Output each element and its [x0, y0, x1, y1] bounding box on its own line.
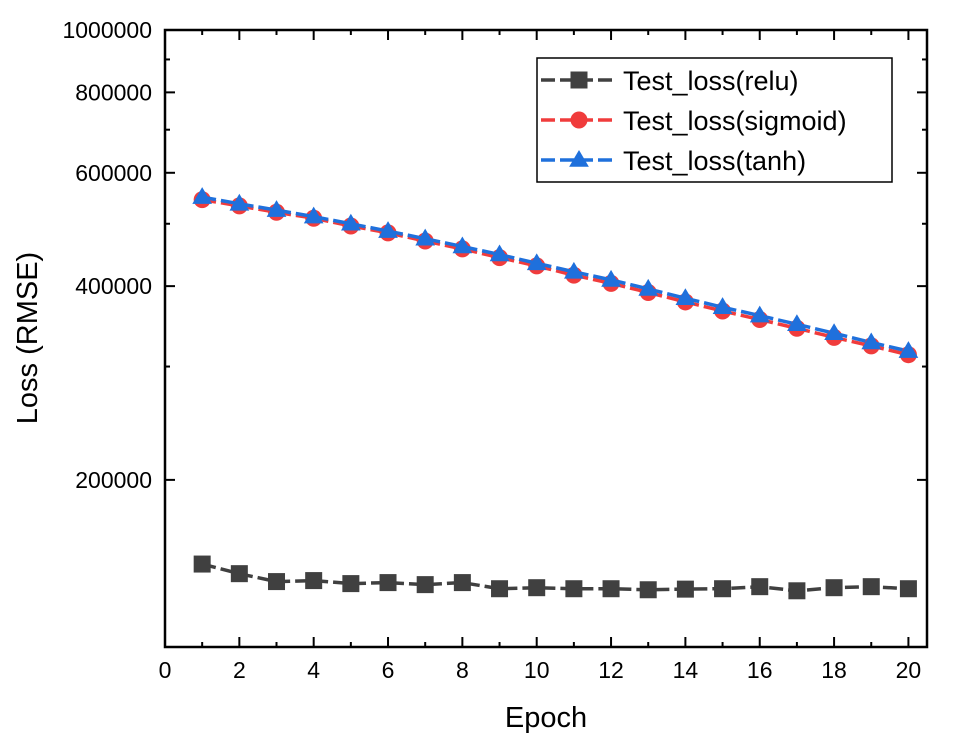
x-tick-label: 8 — [456, 657, 469, 683]
data-point — [378, 221, 398, 238]
x-tick-label: 18 — [821, 657, 847, 683]
data-point — [342, 575, 360, 593]
legend-marker — [570, 111, 588, 129]
y-tick-label: 200000 — [75, 467, 152, 493]
legend-label: Test_loss(tanh) — [623, 146, 806, 176]
legend-item-2: Test_loss(sigmoid) — [541, 106, 847, 136]
y-tick-label: 1000000 — [62, 17, 152, 43]
data-point — [192, 187, 213, 204]
data-point — [861, 332, 882, 350]
data-point — [453, 574, 471, 592]
x-tick-label: 10 — [524, 657, 550, 683]
data-point — [266, 200, 287, 217]
x-tick-label: 20 — [896, 657, 922, 683]
data-point — [675, 288, 696, 306]
data-point — [340, 213, 361, 231]
x-tick-label: 14 — [673, 657, 699, 683]
data-point — [788, 582, 806, 600]
data-point — [751, 578, 769, 596]
data-point — [305, 572, 323, 590]
data-point — [193, 555, 211, 573]
data-point — [564, 261, 584, 279]
legend: Test_loss(relu) Test_loss(sigmoid) Test_lo… — [536, 57, 893, 183]
data-point — [824, 323, 844, 340]
series-3 — [192, 187, 919, 358]
data-point — [452, 236, 473, 254]
legend-item-1: Test_loss(relu) — [541, 66, 799, 96]
data-point — [229, 193, 250, 211]
data-point — [230, 565, 248, 583]
data-point — [899, 580, 917, 598]
y-axis-title: Loss (RMSE) — [12, 252, 44, 424]
x-tick-label: 6 — [382, 657, 395, 683]
data-point — [416, 576, 434, 594]
data-point — [714, 580, 732, 598]
data-point — [787, 314, 807, 332]
data-point — [601, 269, 621, 287]
data-point — [526, 253, 547, 271]
data-point — [379, 574, 397, 592]
data-point — [676, 580, 694, 598]
y-tick-label: 400000 — [75, 273, 152, 299]
y-tick-label: 800000 — [75, 79, 152, 105]
data-point — [489, 244, 510, 262]
data-point — [415, 228, 436, 246]
data-point — [303, 206, 324, 224]
legend-item-3: Test_loss(tanh) — [541, 146, 806, 176]
data-point — [565, 580, 583, 598]
x-tick-label: 16 — [747, 657, 773, 683]
x-tick-label: 12 — [598, 657, 624, 683]
data-point — [491, 580, 509, 598]
x-tick-label: 4 — [307, 657, 320, 683]
data-point — [639, 581, 657, 599]
data-point — [602, 580, 620, 598]
legend-label: Test_loss(relu) — [623, 66, 799, 96]
data-point — [862, 578, 880, 596]
legend-box — [536, 57, 893, 183]
legend-marker — [569, 149, 589, 167]
legend-marker — [570, 71, 588, 89]
data-point — [825, 579, 843, 597]
series-layer — [192, 187, 919, 600]
data-point — [712, 297, 733, 314]
data-point — [898, 341, 919, 358]
data-point — [268, 573, 286, 591]
plot-frame — [163, 28, 929, 649]
x-tick-label: 0 — [159, 657, 172, 683]
y-tick-label: 600000 — [75, 160, 152, 186]
series-1 — [193, 555, 917, 600]
x-axis-title: Epoch — [505, 702, 587, 734]
data-point — [749, 305, 770, 323]
x-tick-label: 2 — [233, 657, 246, 683]
data-point — [638, 278, 659, 296]
data-point — [528, 579, 546, 597]
axes-layer: 0 2 4 6 8 10 12 14 16 18 20 200000 400000 600000 80000… — [62, 17, 929, 683]
legend-label: Test_loss(sigmoid) — [623, 106, 847, 136]
